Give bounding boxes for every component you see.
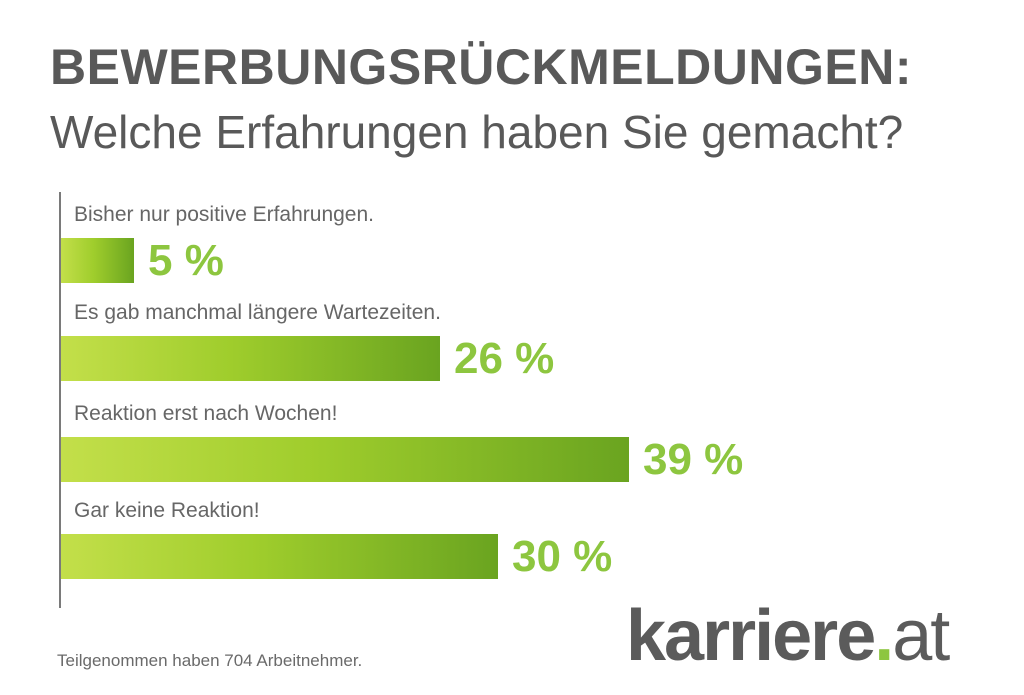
value-label: 26 % <box>454 334 555 383</box>
logo-tld: at <box>892 596 950 676</box>
chart-title: BEWERBUNGSRÜCKMELDUNGEN: <box>50 39 912 95</box>
category-label: Gar keine Reaktion! <box>74 499 260 522</box>
logo-name: karriere <box>626 596 876 676</box>
bar <box>61 437 629 482</box>
value-label: 30 % <box>512 532 613 581</box>
value-label: 39 % <box>643 435 744 484</box>
chart-subtitle: Welche Erfahrungen haben Sie gemacht? <box>50 106 904 158</box>
category-label: Es gab manchmal längere Wartezeiten. <box>74 301 441 324</box>
bar <box>61 336 440 381</box>
footnote: Teilgenommen haben 704 Arbeitnehmer. <box>57 651 363 670</box>
category-label: Reaktion erst nach Wochen! <box>74 402 338 425</box>
axis-line <box>59 192 61 608</box>
category-label: Bisher nur positive Erfahrungen. <box>74 203 374 226</box>
karriere-logo: karriere.at <box>626 596 950 676</box>
bar <box>61 238 134 283</box>
logo-dot: . <box>874 596 894 676</box>
value-label: 5 % <box>148 236 224 285</box>
bar <box>61 534 498 579</box>
